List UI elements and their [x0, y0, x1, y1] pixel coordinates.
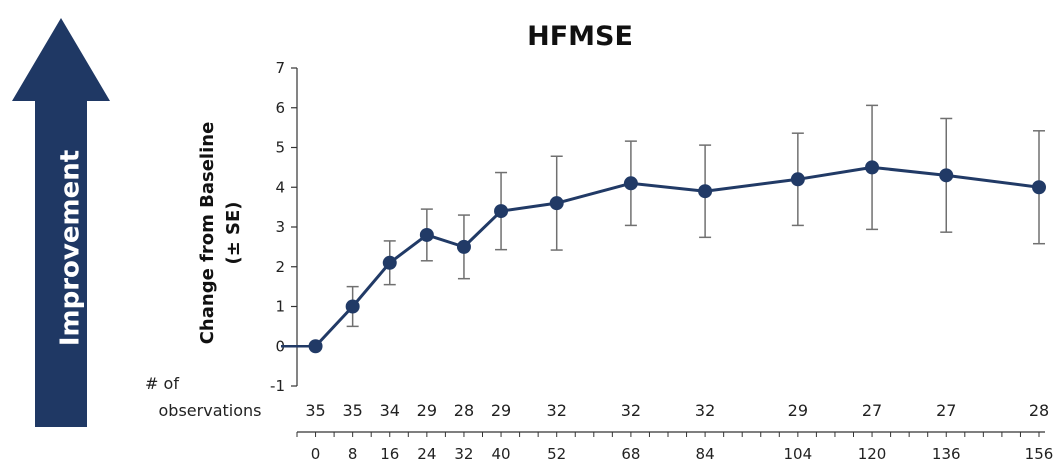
y-tick-label: 3 [275, 218, 285, 236]
y-tick-label: -1 [270, 377, 285, 395]
series-polyline [314, 165, 1040, 348]
observation-count: 28 [1029, 401, 1049, 420]
observation-count: 27 [862, 401, 882, 420]
data-point [865, 160, 880, 175]
observation-count: 27 [936, 401, 956, 420]
y-axis-label-line1: Change from Baseline [197, 122, 218, 345]
series-line [314, 165, 1040, 348]
improvement-label: Improvement [56, 150, 86, 346]
x-tick-label: 32 [454, 445, 473, 463]
data-point [308, 339, 323, 354]
y-tick-label: 0 [275, 337, 285, 355]
observation-counts: 35 35 34 29 28 29 32 32 32 29 27 27 28 [305, 401, 1049, 420]
x-tick-label: 52 [547, 445, 566, 463]
data-point [345, 299, 360, 314]
data-point [456, 239, 471, 254]
x-tick-label: 120 [858, 445, 887, 463]
observation-count: 32 [695, 401, 715, 420]
observation-count: 29 [417, 401, 437, 420]
observation-count: 29 [788, 401, 808, 420]
observation-count: 32 [547, 401, 567, 420]
y-tick-label: 1 [275, 298, 285, 316]
y-tick-label: 6 [275, 99, 285, 117]
observations-label-line2: observations [159, 401, 262, 420]
arrow-up-icon [12, 18, 110, 427]
observations-label-line1: # of [145, 374, 179, 393]
observation-count: 29 [491, 401, 511, 420]
markers [308, 160, 1046, 354]
data-point [419, 227, 434, 242]
observation-count: 28 [454, 401, 474, 420]
x-tick-label: 40 [492, 445, 511, 463]
y-tick-label: 7 [275, 59, 285, 77]
x-tick-label: 8 [348, 445, 358, 463]
x-tick-label: 156 [1025, 445, 1054, 463]
x-tick-label: 24 [417, 445, 436, 463]
y-axis-label-line2: (± SE) [223, 201, 244, 264]
data-point [1032, 180, 1046, 195]
data-point [698, 184, 713, 199]
x-tick-label: 136 [932, 445, 961, 463]
observation-count: 35 [342, 401, 362, 420]
x-tick-label: 104 [784, 445, 813, 463]
y-axis-label: Change from Baseline (± SE) [197, 122, 244, 345]
data-point [790, 172, 805, 187]
x-tick-label: 16 [380, 445, 399, 463]
improvement-arrow: Improvement [12, 18, 110, 427]
y-tick-label: 5 [275, 139, 285, 157]
data-point [939, 168, 954, 183]
error-bars [346, 104, 1045, 328]
y-tick-label: 2 [275, 258, 285, 276]
x-tick-label: 68 [621, 445, 640, 463]
data-point [494, 204, 509, 219]
data-point [623, 176, 638, 191]
observation-count: 34 [380, 401, 400, 420]
observation-count: 35 [305, 401, 325, 420]
observation-count: 32 [621, 401, 641, 420]
chart-title: HFMSE [527, 21, 633, 52]
x-tick-label: 84 [696, 445, 715, 463]
data-point [382, 255, 397, 270]
data-point [549, 196, 564, 211]
x-tick-label: 0 [311, 445, 321, 463]
y-tick-label: 4 [275, 178, 285, 196]
